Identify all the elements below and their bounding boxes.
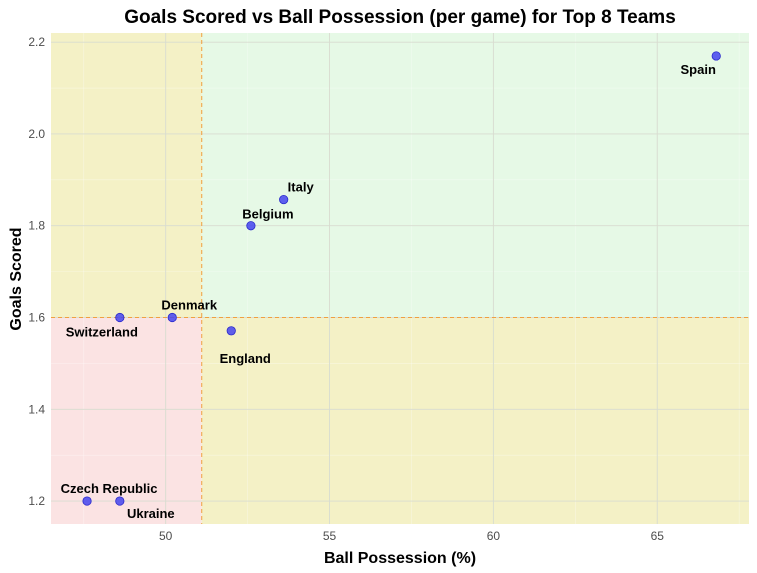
y-tick-label: 2.0 [28, 127, 45, 141]
y-tick-label: 1.4 [28, 402, 45, 416]
x-axis-ticks: 50 55 60 65 [159, 529, 664, 543]
data-point [115, 496, 125, 506]
quadrant-top-left [51, 33, 202, 318]
grid-lines [51, 33, 749, 524]
data-point [115, 312, 125, 323]
quadrant-backgrounds [51, 33, 749, 524]
quadrant-bottom-left [51, 317, 202, 524]
quadrant-bottom-right [201, 317, 749, 524]
x-axis-title: Ball Possession (%) [324, 550, 476, 567]
point-label: England [220, 351, 271, 366]
y-tick-label: 1.8 [28, 219, 45, 233]
y-axis-title: Goals Scored [8, 227, 25, 330]
x-tick-label: 55 [323, 529, 337, 543]
point-label: Denmark [161, 298, 217, 313]
data-points [82, 51, 721, 506]
data-point [82, 496, 92, 506]
data-point [246, 221, 256, 231]
y-tick-label: 1.2 [28, 494, 45, 508]
y-tick-label: 1.6 [28, 311, 45, 325]
point-label: Italy [288, 180, 315, 195]
reference-lines [51, 33, 749, 524]
point-label: Czech Republic [61, 481, 158, 496]
y-tick-label: 2.2 [28, 35, 45, 49]
point-label: Spain [681, 62, 716, 77]
x-tick-label: 50 [159, 529, 173, 543]
quadrant-top-right [201, 33, 749, 318]
x-tick-label: 60 [487, 529, 501, 543]
point-label: Ukraine [127, 506, 175, 521]
chart-title: Goals Scored vs Ball Possession (per gam… [124, 7, 676, 28]
point-labels: Spain Italy Belgium Denmark Switzerland Engla… [61, 62, 716, 521]
data-point [279, 194, 289, 205]
point-label: Switzerland [66, 325, 138, 340]
data-point [226, 326, 236, 336]
data-point [167, 312, 177, 323]
y-axis-ticks: 1.2 1.4 1.6 1.8 2.0 2.2 [28, 35, 45, 508]
point-label: Belgium [242, 207, 293, 222]
x-tick-label: 65 [651, 529, 665, 543]
data-point [711, 51, 721, 61]
